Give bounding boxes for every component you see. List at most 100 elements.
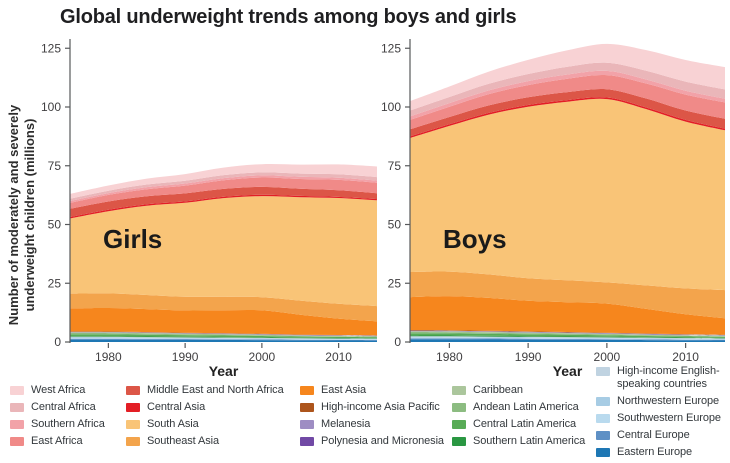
y-axis-label-line2: underweight children (millions) [22, 118, 37, 312]
area-central-asia [410, 97, 725, 138]
legend-item-northwestern-europe: Northwestern Europe [596, 395, 724, 408]
legend-item-eastern-europe: Eastern Europe [596, 446, 724, 459]
area-high-income-english-speaking-countries [70, 336, 377, 340]
area-east-asia [410, 296, 725, 335]
girls-stacked-area-chart: 0 25 50 75 100 125 1980 1990 2000 2010 Year Girls [28, 37, 380, 384]
y-tick-label: 0 [394, 335, 401, 349]
x-tick-label: 2010 [325, 350, 352, 364]
area-polynesia-and-micronesia [70, 332, 377, 337]
area-central-asia [70, 194, 377, 219]
y-tick-label: 25 [48, 276, 62, 290]
legend-item-east-africa: East Africa [10, 435, 122, 448]
area-eastern-europe [410, 339, 725, 342]
legend-label: Central Latin America [473, 418, 577, 430]
area-southeast-asia [70, 293, 377, 322]
legend-item-melanesia: Melanesia [300, 418, 450, 431]
legend-item-south-asia: South Asia [126, 418, 298, 431]
x-tick-label: 1990 [515, 350, 542, 364]
x-axis-title: Year [553, 363, 583, 379]
legend-swatch [596, 414, 610, 423]
area-middle-east-and-north-africa [70, 186, 377, 217]
x-tick-label: 1980 [436, 350, 463, 364]
y-tick-label: 100 [381, 100, 401, 114]
legend-label: Central Asia [147, 401, 206, 413]
area-southwestern-europe [70, 338, 377, 340]
series-group-label: Boys [443, 224, 507, 254]
legend-column: Middle East and North Africa Central Asia… [126, 384, 298, 452]
legend-swatch [126, 420, 140, 429]
area-central-latin-america [70, 334, 377, 339]
x-tick-label: 2000 [594, 350, 621, 364]
area-high-income-english-speaking-countries [410, 336, 725, 339]
legend-label: Northwestern Europe [617, 395, 720, 407]
chart-canvas: 0 25 50 75 100 125 1980 1990 2000 2010 Year Boys [381, 39, 725, 379]
boys-stacked-area-chart: 0 25 50 75 100 125 1980 1990 2000 2010 Year Boys [368, 37, 728, 384]
y-tick-label: 50 [48, 218, 62, 232]
area-southern-africa [410, 70, 725, 120]
area-southwestern-europe [410, 337, 725, 340]
legend-label: Southern Africa [31, 418, 105, 430]
x-tick-label: 1990 [172, 350, 199, 364]
area-eastern-europe [70, 339, 377, 342]
x-tick-label: 2000 [249, 350, 276, 364]
legend-label: Middle East and North Africa [147, 384, 284, 396]
area-middle-east-and-north-africa [410, 88, 725, 137]
legend-swatch [126, 437, 140, 446]
area-southeast-asia [410, 271, 725, 319]
area-east-africa [70, 177, 377, 209]
legend-label: West Africa [31, 384, 86, 396]
area-west-africa [70, 164, 377, 199]
legend-column: East Asia High-income Asia Pacific Melanes… [300, 384, 450, 452]
area-south-asia [410, 98, 725, 291]
area-central-europe [410, 338, 725, 341]
y-tick-label: 25 [388, 276, 402, 290]
legend-swatch [10, 437, 24, 446]
y-tick-label: 100 [41, 100, 61, 114]
legend-swatch [300, 420, 314, 429]
legend-label: Andean Latin America [473, 401, 579, 413]
y-tick-label: 75 [48, 159, 62, 173]
area-southern-latin-america [70, 336, 377, 339]
page-title: Global underweight trends among boys and… [60, 6, 517, 28]
legend-label: South Asia [147, 418, 199, 430]
legend-item-central-africa: Central Africa [10, 401, 122, 414]
area-high-income-asia-pacific [410, 330, 725, 335]
area-northwestern-europe [70, 337, 377, 340]
legend-label: Polynesia and Micronesia [321, 435, 444, 447]
legend-swatch [452, 403, 466, 412]
legend-item-southern-africa: Southern Africa [10, 418, 122, 431]
series-group-label: Girls [103, 224, 162, 254]
legend-item-east-asia: East Asia [300, 384, 450, 397]
y-tick-label: 125 [41, 41, 61, 55]
legend-column: West Africa Central Africa Southern Africa… [10, 384, 122, 452]
area-east-africa [410, 74, 725, 130]
y-axis-label: Number of moderately and severely underw… [6, 65, 38, 365]
x-tick-label: 1980 [95, 350, 122, 364]
legend-item-west-africa: West Africa [10, 384, 122, 397]
area-west-africa [410, 43, 725, 111]
area-caribbean [410, 331, 725, 337]
area-central-africa [410, 62, 725, 117]
area-caribbean [70, 332, 377, 337]
area-central-europe [70, 338, 377, 341]
y-tick-label: 125 [381, 41, 401, 55]
area-high-income-asia-pacific [70, 331, 377, 336]
legend-swatch [126, 386, 140, 395]
legend-swatch [300, 403, 314, 412]
area-northwestern-europe [410, 337, 725, 340]
x-tick-label: 2010 [672, 350, 699, 364]
legend-label: Central Europe [617, 429, 690, 441]
legend-swatch [452, 437, 466, 446]
legend-item-middle-east-and-north-africa: Middle East and North Africa [126, 384, 298, 397]
legend-swatch [596, 431, 610, 440]
legend-label: Southwestern Europe [617, 412, 721, 424]
area-melanesia [410, 330, 725, 336]
legend-column: Caribbean Andean Latin America Central Lat… [452, 384, 594, 452]
y-axis-label-line1: Number of moderately and severely [6, 104, 21, 326]
legend-item-central-asia: Central Asia [126, 401, 298, 414]
legend-label: Eastern Europe [617, 446, 693, 458]
legend-label: East Africa [31, 435, 83, 447]
legend-item-central-europe: Central Europe [596, 429, 724, 442]
legend-item-high-income-asia-pacific: High-income Asia Pacific [300, 401, 450, 414]
legend-label: Melanesia [321, 418, 371, 430]
